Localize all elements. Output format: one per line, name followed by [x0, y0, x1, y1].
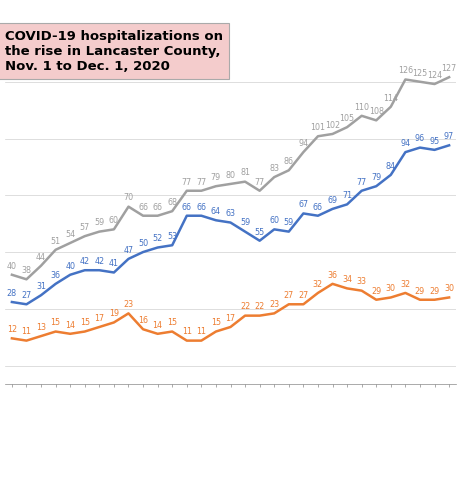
- Text: 16: 16: [138, 316, 148, 325]
- Text: 29: 29: [429, 286, 440, 296]
- Text: 15: 15: [167, 318, 177, 327]
- Text: 69: 69: [327, 196, 337, 205]
- Text: 11: 11: [22, 328, 31, 337]
- Text: 66: 66: [313, 203, 323, 212]
- Text: 31: 31: [36, 282, 46, 291]
- Legend: Penn Medicine Lancaster, WellSpan Ephrata, TOTAL: Penn Medicine Lancaster, WellSpan Ephrat…: [107, 399, 426, 409]
- Text: 83: 83: [269, 164, 279, 173]
- Text: 96: 96: [415, 134, 425, 144]
- Text: 28: 28: [7, 289, 17, 298]
- Text: 32: 32: [400, 280, 410, 289]
- Text: 77: 77: [254, 178, 265, 186]
- Text: 80: 80: [225, 171, 236, 180]
- Text: 19: 19: [109, 309, 119, 318]
- Text: 15: 15: [80, 318, 90, 327]
- Text: 23: 23: [269, 300, 279, 309]
- Text: 32: 32: [313, 280, 323, 289]
- Text: 102: 102: [325, 121, 340, 130]
- Text: 34: 34: [342, 275, 352, 284]
- Text: 55: 55: [254, 227, 265, 237]
- Text: 11: 11: [196, 328, 207, 337]
- Text: 53: 53: [167, 232, 177, 241]
- Text: 59: 59: [284, 218, 294, 227]
- Text: 30: 30: [386, 284, 396, 293]
- Text: 66: 66: [196, 203, 207, 212]
- Text: 77: 77: [196, 178, 207, 186]
- Text: 63: 63: [225, 210, 236, 218]
- Text: 36: 36: [327, 271, 337, 279]
- Text: 15: 15: [211, 318, 221, 327]
- Text: 77: 77: [182, 178, 192, 186]
- Text: 41: 41: [109, 259, 119, 268]
- Text: 94: 94: [400, 139, 410, 148]
- Text: 125: 125: [412, 68, 428, 78]
- Text: 95: 95: [429, 137, 440, 146]
- Text: 81: 81: [240, 168, 250, 178]
- Text: 79: 79: [371, 173, 381, 182]
- Text: 71: 71: [342, 191, 352, 200]
- Text: 66: 66: [182, 203, 192, 212]
- Text: COVID-19 hospitalizations on
the rise in Lancaster County,
Nov. 1 to Dec. 1, 202: COVID-19 hospitalizations on the rise in…: [5, 30, 223, 72]
- Text: 11: 11: [182, 328, 192, 337]
- Text: 36: 36: [51, 271, 60, 279]
- Text: 12: 12: [7, 325, 17, 334]
- Text: 29: 29: [415, 286, 425, 296]
- Text: 50: 50: [138, 239, 148, 248]
- Text: 60: 60: [269, 216, 279, 225]
- Text: 70: 70: [124, 193, 134, 203]
- Text: 40: 40: [65, 262, 75, 271]
- Text: 59: 59: [94, 218, 105, 227]
- Text: 33: 33: [357, 277, 366, 286]
- Text: 29: 29: [371, 286, 381, 296]
- Text: 68: 68: [167, 198, 177, 207]
- Text: 110: 110: [354, 103, 369, 112]
- Text: 42: 42: [95, 257, 104, 266]
- Text: 42: 42: [80, 257, 90, 266]
- Text: 40: 40: [7, 262, 17, 271]
- Text: 54: 54: [65, 230, 75, 239]
- Text: 105: 105: [339, 114, 355, 123]
- Text: 127: 127: [442, 64, 457, 73]
- Text: 22: 22: [254, 303, 265, 311]
- Text: 59: 59: [240, 218, 250, 227]
- Text: 97: 97: [444, 132, 454, 141]
- Text: 17: 17: [225, 314, 236, 323]
- Text: 52: 52: [153, 234, 163, 244]
- Text: 126: 126: [398, 66, 413, 75]
- Text: 51: 51: [51, 237, 61, 246]
- Text: 60: 60: [109, 216, 119, 225]
- Text: 67: 67: [298, 200, 308, 209]
- Text: 14: 14: [153, 321, 163, 330]
- Text: 124: 124: [427, 71, 442, 80]
- Text: 101: 101: [310, 123, 325, 132]
- Text: 84: 84: [386, 162, 396, 171]
- Text: 14: 14: [65, 321, 75, 330]
- Text: 86: 86: [284, 157, 294, 166]
- Text: 44: 44: [36, 252, 46, 262]
- Text: 108: 108: [369, 107, 384, 116]
- Text: 17: 17: [95, 314, 104, 323]
- Text: 114: 114: [383, 93, 398, 102]
- Text: 47: 47: [124, 246, 134, 255]
- Text: 30: 30: [444, 284, 454, 293]
- Text: 77: 77: [356, 178, 367, 186]
- Text: 79: 79: [211, 173, 221, 182]
- Text: 22: 22: [240, 303, 250, 311]
- Text: 66: 66: [138, 203, 148, 212]
- Text: 13: 13: [36, 323, 46, 332]
- Text: 27: 27: [284, 291, 294, 300]
- Text: 27: 27: [21, 291, 32, 300]
- Text: 57: 57: [80, 223, 90, 232]
- Text: 27: 27: [298, 291, 308, 300]
- Text: 94: 94: [298, 139, 308, 148]
- Text: 38: 38: [22, 266, 31, 275]
- Text: 23: 23: [124, 300, 134, 309]
- Text: 66: 66: [153, 203, 163, 212]
- Text: 64: 64: [211, 207, 221, 216]
- Text: 15: 15: [51, 318, 61, 327]
